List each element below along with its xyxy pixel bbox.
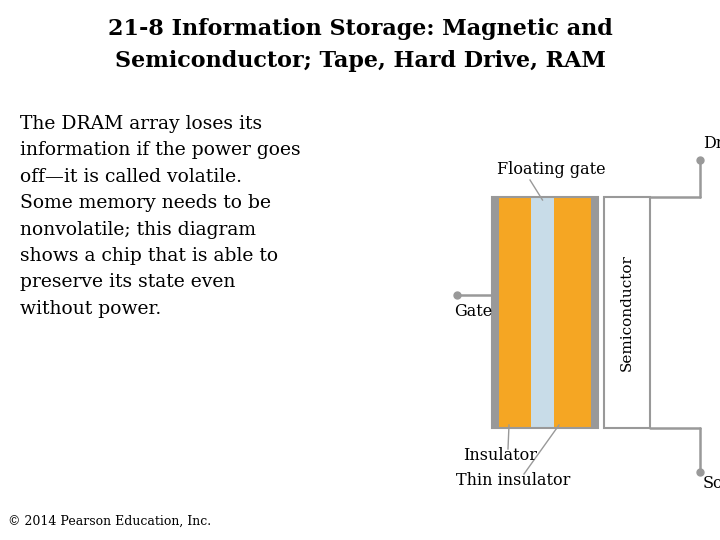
Text: Thin insulator: Thin insulator: [456, 472, 570, 489]
Bar: [531, 197, 554, 428]
Text: © 2014 Pearson Education, Inc.: © 2014 Pearson Education, Inc.: [8, 515, 211, 528]
Bar: [499, 197, 531, 428]
Text: Drain: Drain: [703, 135, 720, 152]
Bar: [554, 197, 591, 428]
Text: Semiconductor; Tape, Hard Drive, RAM: Semiconductor; Tape, Hard Drive, RAM: [114, 50, 606, 72]
Bar: [492, 197, 499, 428]
Text: Insulator: Insulator: [463, 447, 537, 464]
Bar: [492, 197, 598, 428]
Text: 21-8 Information Storage: Magnetic and: 21-8 Information Storage: Magnetic and: [107, 18, 613, 40]
Bar: [604, 197, 650, 428]
Text: Semiconductor: Semiconductor: [620, 254, 634, 371]
Bar: [591, 197, 598, 428]
Text: Source: Source: [703, 475, 720, 492]
Text: The DRAM array loses its
information if the power goes
off—it is called volatile: The DRAM array loses its information if …: [20, 115, 301, 318]
Text: Floating gate: Floating gate: [497, 161, 606, 178]
Text: Gate: Gate: [454, 303, 492, 320]
